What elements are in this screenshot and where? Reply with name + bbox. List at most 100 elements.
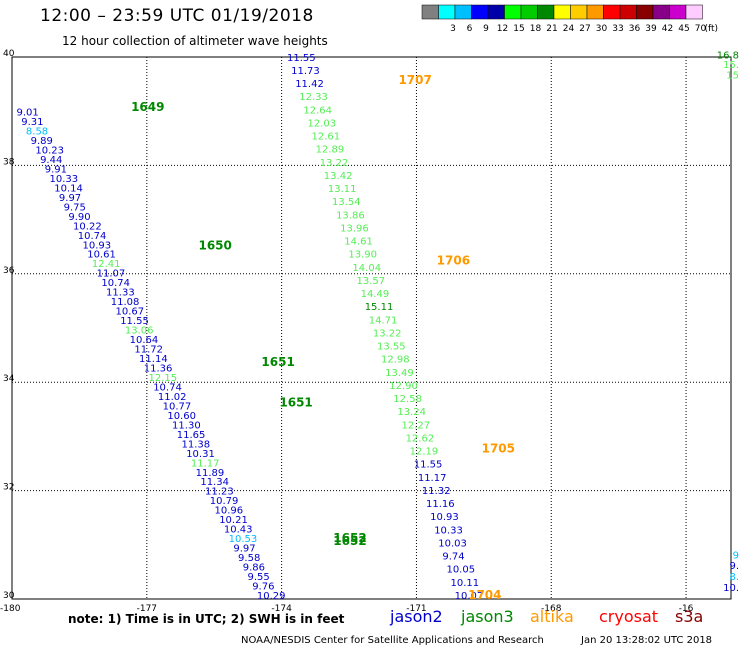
map-frame bbox=[11, 56, 732, 600]
swh-value-east: 10.05 bbox=[446, 565, 475, 576]
swh-value-west: 10.22 bbox=[73, 221, 102, 232]
swh-value-east: 11.55 bbox=[287, 53, 316, 64]
swh-value-west: 8.58 bbox=[26, 126, 48, 137]
swh-value-east: 14.61 bbox=[344, 237, 373, 248]
time-label: 1651 bbox=[279, 396, 312, 410]
swh-value-west: 11.34 bbox=[200, 477, 229, 488]
swh-value-east: 14.71 bbox=[369, 315, 398, 326]
lon-tick-label: -174 bbox=[271, 604, 292, 614]
swh-value-east: 11.55 bbox=[414, 460, 443, 471]
lat-tick-label: 30 bbox=[3, 591, 15, 601]
color-bin-label: 27 bbox=[579, 24, 590, 34]
color-bin-label: 9 bbox=[483, 24, 489, 34]
color-bin-label: 42 bbox=[662, 24, 673, 34]
lat-tick-label: 36 bbox=[3, 266, 15, 276]
swh-value-west: 10.64 bbox=[130, 335, 159, 346]
color-bin-label: 33 bbox=[612, 24, 623, 34]
swh-value-edge: 9. bbox=[729, 561, 739, 572]
time-label: 1707 bbox=[398, 73, 431, 87]
time-label: 1705 bbox=[482, 442, 515, 456]
swh-value-west: 10.96 bbox=[214, 506, 243, 517]
swh-value-west: 10.61 bbox=[87, 250, 116, 261]
swh-value-west: 11.36 bbox=[144, 363, 173, 374]
time-label: 1651 bbox=[261, 355, 294, 369]
swh-value-edge: 15. bbox=[723, 60, 739, 71]
swh-value-east: 14.04 bbox=[352, 263, 381, 274]
lon-tick-label: -180 bbox=[0, 604, 21, 614]
swh-value-west: 10.14 bbox=[54, 183, 83, 194]
swh-value-west: 10.77 bbox=[163, 401, 192, 412]
swh-value-west: 9.01 bbox=[16, 108, 38, 119]
swh-value-edge: 10. bbox=[723, 583, 739, 594]
color-bin-label: 70 bbox=[695, 24, 707, 34]
swh-value-west: 11.07 bbox=[97, 269, 126, 280]
time-label: 1649 bbox=[131, 100, 164, 114]
swh-value-west: 11.23 bbox=[205, 487, 234, 498]
time-label: 1652 bbox=[333, 534, 366, 548]
swh-value-east: 12.03 bbox=[307, 118, 336, 129]
swh-value-west: 9.55 bbox=[247, 572, 269, 583]
swh-value-east: 11.42 bbox=[295, 79, 324, 90]
swh-value-west: 11.89 bbox=[196, 468, 225, 479]
swh-value-edge: 16.8 bbox=[717, 51, 739, 62]
color-bin-label: 3 bbox=[450, 24, 456, 34]
swh-value-west: 9.75 bbox=[64, 202, 86, 213]
swh-value-west: 9.91 bbox=[45, 164, 67, 175]
lon-tick-label: -168 bbox=[541, 604, 562, 614]
swh-value-east: 13.90 bbox=[348, 250, 377, 261]
color-bin-label: 36 bbox=[629, 24, 641, 34]
swh-value-west: 9.44 bbox=[40, 155, 62, 166]
swh-value-west: 9.86 bbox=[243, 563, 265, 574]
swh-value-east: 10.11 bbox=[451, 578, 480, 589]
swh-value-west: 9.76 bbox=[252, 582, 274, 593]
color-bin-label: 15 bbox=[513, 24, 524, 34]
color-bin-label: 30 bbox=[596, 24, 608, 34]
swh-value-east: 11.17 bbox=[418, 473, 447, 484]
legend-s3a: s3a bbox=[675, 607, 704, 626]
swh-value-west: 11.55 bbox=[120, 316, 149, 327]
swh-value-west: 10.53 bbox=[229, 534, 258, 545]
legend-jason2: jason2 bbox=[390, 607, 443, 626]
color-scale-bar: 3 6 9 12 15 18 21 24 27 30 33 36 39 42 45 70(ft) bbox=[421, 4, 718, 34]
swh-value-west: 10.67 bbox=[115, 307, 144, 318]
legend-cryosat: cryosat bbox=[599, 607, 659, 626]
swh-value-west: 9.31 bbox=[21, 117, 43, 128]
swh-value-west: 13.06 bbox=[125, 326, 154, 337]
swh-value-east: 13.22 bbox=[320, 158, 349, 169]
swh-value-east: 12.62 bbox=[406, 433, 435, 444]
color-bin-label: 6 bbox=[467, 24, 473, 34]
swh-value-west: 11.72 bbox=[134, 345, 163, 356]
swh-value-east: 11.32 bbox=[422, 486, 451, 497]
swh-value-east: 13.42 bbox=[324, 171, 353, 182]
swh-value-east: 13.24 bbox=[397, 407, 426, 418]
swh-value-east: 10.33 bbox=[434, 525, 463, 536]
swh-value-west: 10.74 bbox=[101, 278, 130, 289]
map-subtitle: 12 hour collection of altimeter wave hei… bbox=[62, 34, 328, 48]
swh-value-west: 9.97 bbox=[233, 544, 255, 555]
swh-value-east: 13.57 bbox=[357, 276, 386, 287]
swh-value-west: 10.60 bbox=[167, 411, 196, 422]
swh-value-west: 10.33 bbox=[49, 174, 78, 185]
swh-value-west: 12.41 bbox=[92, 259, 121, 270]
swh-value-east: 15.11 bbox=[365, 302, 394, 313]
swh-value-edge: 9 bbox=[733, 550, 739, 561]
swh-value-west: 9.90 bbox=[68, 212, 90, 223]
swh-value-west: 10.29 bbox=[257, 591, 286, 602]
lat-tick-label: 34 bbox=[3, 374, 15, 384]
swh-value-west: 10.74 bbox=[78, 231, 107, 242]
swh-value-east: 13.49 bbox=[385, 368, 414, 379]
swh-value-west: 11.33 bbox=[106, 288, 135, 299]
swh-value-west: 11.02 bbox=[158, 392, 187, 403]
swh-value-east: 14.49 bbox=[361, 289, 390, 300]
lat-tick-label: 32 bbox=[3, 483, 14, 493]
swh-value-west: 9.89 bbox=[31, 136, 53, 147]
swh-value-west: 9.58 bbox=[238, 553, 260, 564]
swh-value-east: 13.55 bbox=[377, 342, 406, 353]
credit-line: NOAA/NESDIS Center for Satellite Applica… bbox=[241, 635, 544, 646]
swh-value-east: 12.19 bbox=[410, 447, 439, 458]
swh-value-west: 11.17 bbox=[191, 458, 220, 469]
swh-value-east: 12.61 bbox=[312, 132, 341, 143]
swh-value-west: 11.08 bbox=[111, 297, 140, 308]
lon-tick-label: -16 bbox=[679, 604, 694, 614]
